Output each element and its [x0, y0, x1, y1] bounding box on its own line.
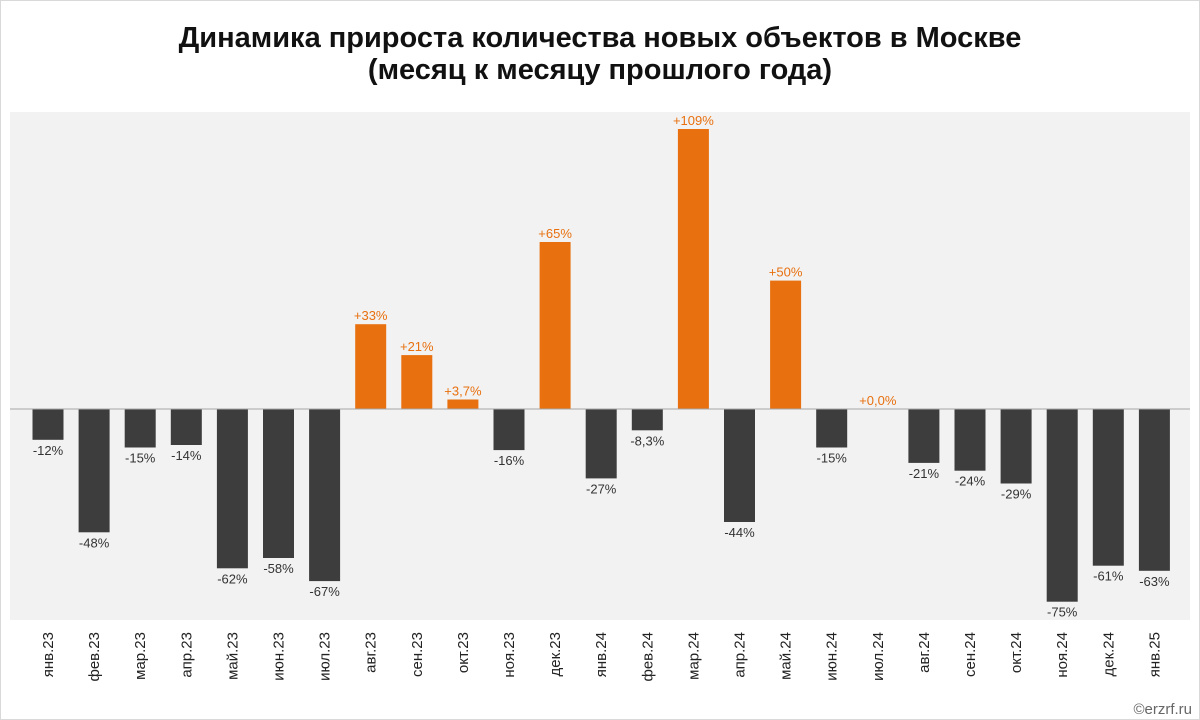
credit-text: ©erzrf.ru	[1133, 701, 1192, 718]
x-tick-label-фев.23: фев.23	[86, 632, 103, 682]
x-tick-label-окт.23: окт.23	[455, 632, 472, 673]
value-label-окт.24: -29%	[1001, 487, 1032, 502]
x-tick-label-дек.23: дек.23	[547, 632, 564, 677]
value-label-мар.24: +109%	[673, 113, 714, 128]
bar-мар.23	[124, 409, 156, 448]
x-tick-label-янв.25: янв.25	[1146, 632, 1163, 677]
value-label-ноя.23: -16%	[494, 453, 525, 468]
value-label-янв.25: -63%	[1139, 574, 1170, 589]
bar-сен.24	[954, 409, 986, 471]
x-tick-label-апр.23: апр.23	[178, 632, 195, 678]
x-tick-label-янв.23: янв.23	[40, 632, 57, 677]
bar-ноя.24	[1046, 409, 1078, 602]
x-tick-label-окт.24: окт.24	[1008, 632, 1025, 673]
bar-май.23	[216, 409, 248, 569]
bar-янв.23	[32, 409, 64, 440]
value-labels-group: -12% -48% -15% -14% -62% -58% -67% +33% +21% +3,7…	[33, 113, 1170, 620]
bars-group	[32, 129, 1170, 602]
value-label-янв.23: -12%	[33, 443, 64, 458]
x-tick-label-июл.24: июл.24	[870, 632, 887, 681]
x-tick-label-мар.24: мар.24	[685, 632, 702, 680]
value-label-июн.24: -15%	[817, 451, 848, 466]
x-tick-label-янв.24: янв.24	[593, 632, 610, 677]
x-tick-label-июн.23: июн.23	[271, 632, 288, 681]
value-label-янв.24: -27%	[586, 481, 617, 496]
value-label-июн.23: -58%	[263, 561, 294, 576]
bar-окт.23	[447, 399, 479, 409]
x-tick-label-мар.23: мар.23	[132, 632, 149, 680]
value-label-авг.24: -21%	[909, 466, 940, 481]
value-label-дек.23: +65%	[538, 226, 572, 241]
bar-июл.23	[309, 409, 341, 582]
x-tick-label-июн.24: июн.24	[824, 632, 841, 681]
value-label-фев.23: -48%	[79, 535, 110, 550]
bar-дек.23	[539, 242, 571, 409]
bar-сен.23	[401, 355, 433, 409]
bar-апр.24	[724, 409, 755, 522]
x-tick-label-май.24: май.24	[778, 632, 795, 680]
x-tick-label-июл.23: июл.23	[317, 632, 334, 681]
x-tick-label-ноя.23: ноя.23	[501, 632, 518, 678]
x-tick-label-апр.24: апр.24	[732, 632, 749, 678]
bar-июн.23	[263, 409, 294, 558]
plot-area	[10, 112, 1190, 620]
x-axis-tick-labels: янв.23 фев.23 мар.23 апр.23 май.23 июн.23 июл.…	[40, 632, 1163, 682]
value-label-авг.23: +33%	[354, 308, 388, 323]
bar-авг.24	[908, 409, 940, 463]
value-label-дек.24: -61%	[1093, 569, 1124, 584]
value-label-сен.23: +21%	[400, 339, 434, 354]
bar-апр.23	[170, 409, 202, 445]
chart-title-line-2: (месяц к месяцу прошлого года)	[367, 54, 833, 86]
x-tick-label-фев.24: фев.24	[639, 632, 656, 682]
bar-фев.23	[78, 409, 110, 533]
bar-окт.24	[1000, 409, 1032, 484]
x-tick-label-май.23: май.23	[224, 632, 241, 680]
value-label-мар.23: -15%	[125, 451, 156, 466]
bar-май.24	[770, 280, 802, 409]
x-tick-label-сен.24: сен.24	[962, 632, 979, 677]
bar-ноя.23	[493, 409, 525, 451]
bar-дек.24	[1092, 409, 1124, 566]
value-label-апр.24: -44%	[724, 525, 755, 540]
value-label-фев.24: -8,3%	[630, 433, 664, 448]
value-label-сен.24: -24%	[955, 474, 986, 489]
bar-мар.24	[677, 129, 709, 409]
bar-янв.25	[1138, 409, 1170, 571]
value-label-июл.24: +0,0%	[859, 393, 897, 408]
bar-июн.24	[816, 409, 848, 448]
value-label-май.23: -62%	[217, 571, 248, 586]
x-tick-label-авг.23: авг.23	[363, 632, 380, 673]
x-tick-label-сен.23: сен.23	[409, 632, 426, 677]
value-label-апр.23: -14%	[171, 448, 202, 463]
value-label-ноя.24: -75%	[1047, 605, 1078, 620]
value-label-июл.23: -67%	[309, 584, 340, 599]
x-tick-label-авг.24: авг.24	[916, 632, 933, 673]
x-tick-label-ноя.24: ноя.24	[1054, 632, 1071, 678]
bar-авг.23	[355, 324, 387, 409]
x-tick-label-дек.24: дек.24	[1100, 632, 1117, 677]
chart-title: Динамика прироста количества новых объек…	[0, 22, 1200, 86]
chart-title-line-1: Динамика прироста количества новых объек…	[178, 22, 1022, 54]
bar-янв.24	[585, 409, 617, 479]
value-label-май.24: +50%	[769, 265, 803, 280]
bar-фев.24	[631, 409, 663, 431]
value-label-окт.23: +3,7%	[444, 384, 482, 399]
